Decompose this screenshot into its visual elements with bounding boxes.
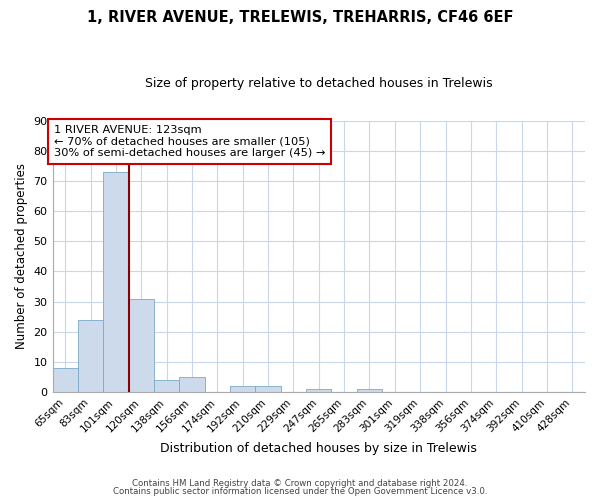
Text: Contains public sector information licensed under the Open Government Licence v3: Contains public sector information licen… [113, 487, 487, 496]
X-axis label: Distribution of detached houses by size in Trelewis: Distribution of detached houses by size … [160, 442, 477, 455]
Y-axis label: Number of detached properties: Number of detached properties [15, 164, 28, 350]
Bar [78, 320, 103, 392]
Text: 1 RIVER AVENUE: 123sqm
← 70% of detached houses are smaller (105)
30% of semi-de: 1 RIVER AVENUE: 123sqm ← 70% of detached… [53, 125, 325, 158]
Bar [128, 298, 154, 392]
Bar [357, 389, 382, 392]
Bar [103, 172, 128, 392]
Bar [256, 386, 281, 392]
Bar [53, 368, 78, 392]
Text: 1, RIVER AVENUE, TRELEWIS, TREHARRIS, CF46 6EF: 1, RIVER AVENUE, TRELEWIS, TREHARRIS, CF… [87, 10, 513, 25]
Text: Contains HM Land Registry data © Crown copyright and database right 2024.: Contains HM Land Registry data © Crown c… [132, 478, 468, 488]
Bar [306, 389, 331, 392]
Title: Size of property relative to detached houses in Trelewis: Size of property relative to detached ho… [145, 78, 493, 90]
Bar [154, 380, 179, 392]
Bar [179, 377, 205, 392]
Bar [230, 386, 256, 392]
